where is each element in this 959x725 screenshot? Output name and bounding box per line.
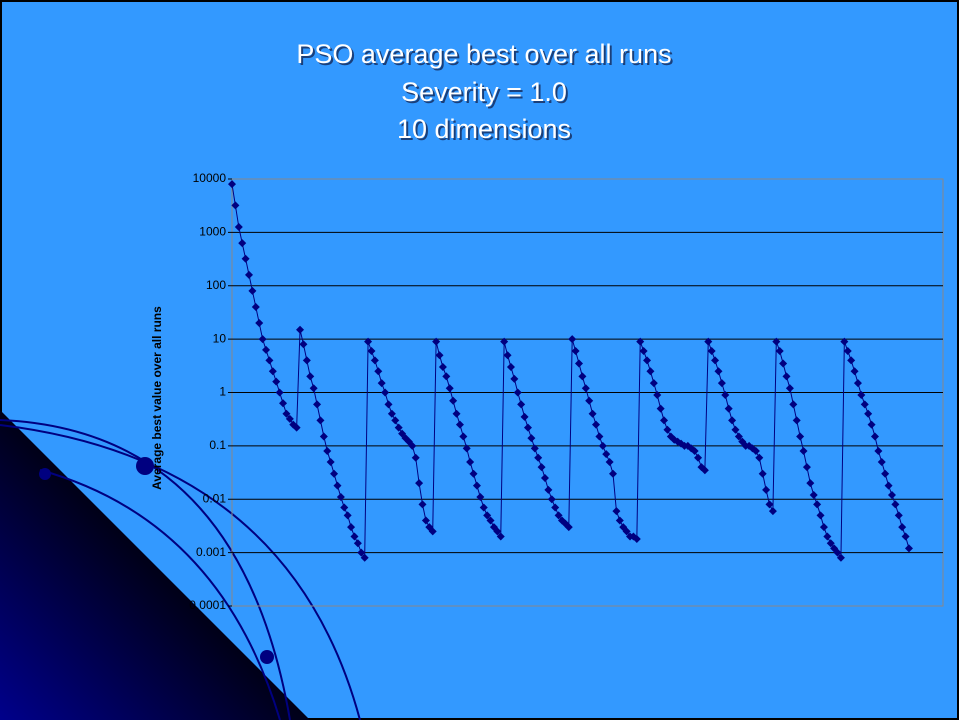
chart-subtitle: Severity = 1.0	[401, 77, 567, 107]
y-tick-label: 0.0001	[189, 598, 226, 612]
chart-title: PSO average best over all runs	[296, 39, 671, 69]
page: PSO average best over all runs PSO avera…	[0, 0, 959, 720]
y-tick-label: 1	[219, 385, 226, 399]
y-tick-label: 10000	[193, 171, 227, 185]
decoration-dot	[260, 650, 274, 664]
y-tick-label: 0.001	[196, 545, 226, 559]
y-tick-label: 0.1	[209, 438, 226, 452]
y-tick-label: 0.01	[203, 491, 227, 505]
y-tick-label: 1000	[199, 225, 226, 239]
y-axis-label: Average best value over all runs	[150, 306, 164, 490]
chart-subtitle: 10 dimensions	[397, 114, 571, 144]
y-tick-label: 10	[213, 331, 227, 345]
slide: PSO average best over all runs PSO avera…	[0, 0, 959, 720]
decoration-dot	[39, 468, 51, 480]
y-tick-label: 100	[206, 278, 226, 292]
